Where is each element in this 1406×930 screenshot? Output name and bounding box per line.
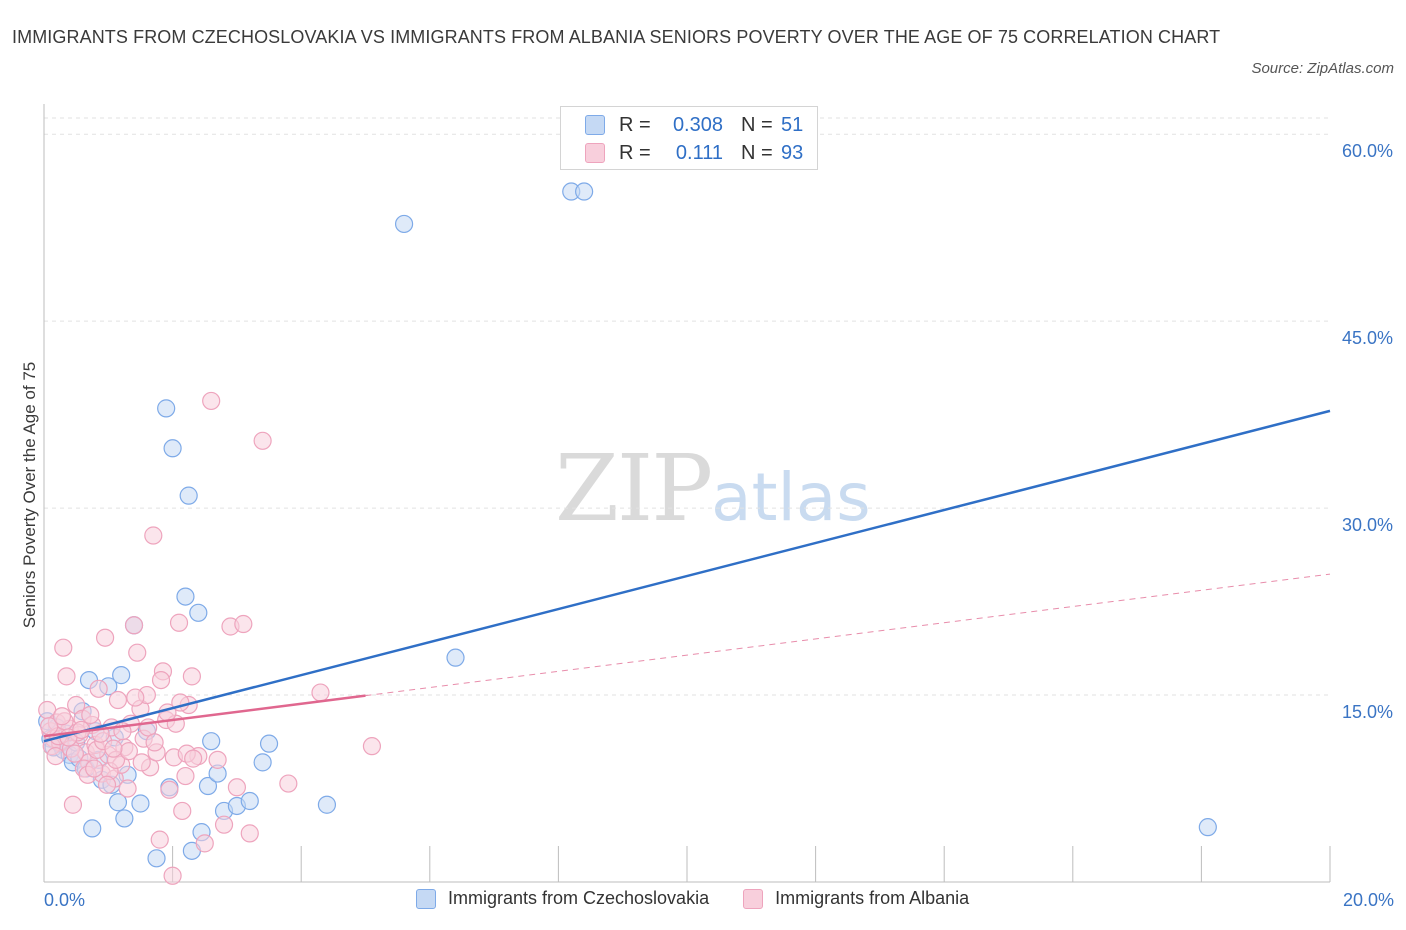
correlation-legend: R = 0.308 N = 51 R = 0.111 N = 93 bbox=[560, 106, 818, 170]
albania-point bbox=[160, 780, 179, 799]
series-legend-czechoslovakia: Immigrants from Czechoslovakia bbox=[416, 888, 709, 909]
albania-point bbox=[65, 744, 84, 763]
czechoslovakia-point bbox=[189, 603, 208, 622]
czechoslovakia-point bbox=[575, 182, 594, 201]
czechoslovakia-point bbox=[1198, 818, 1217, 837]
legend-n-value: 51 bbox=[781, 113, 804, 136]
series-swatch-pink bbox=[743, 888, 764, 909]
albania-point bbox=[126, 688, 145, 707]
czechoslovakia-point bbox=[157, 399, 176, 418]
albania-point bbox=[81, 705, 100, 725]
legend-r-value: 0.111 bbox=[675, 141, 723, 164]
legend-n-value: 93 bbox=[781, 141, 804, 164]
albania-point bbox=[54, 638, 73, 657]
czechoslovakia-point bbox=[163, 439, 182, 458]
x-tick-label-min: 0.0% bbox=[44, 890, 86, 910]
czechoslovakia-point bbox=[394, 214, 414, 234]
czechoslovakia-point bbox=[112, 666, 131, 685]
albania-point bbox=[163, 866, 182, 885]
albania-point bbox=[46, 747, 65, 766]
czechoslovakia-point bbox=[115, 809, 134, 828]
albania-point bbox=[214, 815, 234, 834]
albania-point bbox=[184, 749, 203, 768]
series-name: Immigrants from Czechoslovakia bbox=[448, 888, 710, 908]
czechoslovakia-point bbox=[446, 648, 465, 667]
albania-point bbox=[124, 616, 144, 635]
y-tick-label: 30.0% bbox=[1342, 515, 1393, 535]
albania-point bbox=[202, 391, 221, 411]
albania-point bbox=[85, 759, 104, 778]
y-tick-label: 60.0% bbox=[1342, 141, 1393, 161]
albania-point bbox=[208, 750, 227, 769]
czechoslovakia-point bbox=[198, 776, 218, 796]
albania-point bbox=[182, 667, 201, 686]
watermark-zip: ZIP bbox=[555, 435, 713, 542]
albania-point bbox=[279, 774, 298, 793]
legend-r-value: 0.308 bbox=[672, 113, 723, 136]
albania-point bbox=[145, 733, 164, 752]
czechoslovakia-point bbox=[131, 794, 150, 813]
albania-point bbox=[63, 795, 83, 814]
legend-swatch-blue bbox=[585, 115, 605, 135]
albania-point bbox=[173, 801, 192, 821]
series-name: Immigrants from Albania bbox=[775, 888, 970, 908]
albania-point bbox=[95, 628, 115, 647]
legend-r-label: R = bbox=[619, 141, 651, 164]
albania-point bbox=[253, 431, 272, 450]
albania-trendline-extension bbox=[365, 573, 1331, 697]
albania-point bbox=[144, 526, 163, 545]
czechoslovakia-point bbox=[253, 753, 272, 772]
czechoslovakia-point bbox=[259, 734, 279, 753]
albania-point bbox=[176, 766, 195, 786]
albania-point bbox=[169, 613, 189, 632]
zipatlas-watermark: ZIPatlas bbox=[555, 435, 871, 542]
albania-point bbox=[132, 753, 151, 772]
albania-point bbox=[234, 614, 253, 634]
czechoslovakia-point bbox=[202, 732, 221, 751]
albania-point bbox=[240, 824, 259, 843]
series-swatch-blue bbox=[416, 888, 436, 909]
albania-point bbox=[128, 643, 147, 662]
x-tick-label-max: 20.0% bbox=[1342, 890, 1394, 910]
legend-n-label: N = bbox=[741, 113, 773, 136]
czechoslovakia-point bbox=[83, 819, 102, 838]
legend-r-label: R = bbox=[619, 113, 651, 136]
albania-point bbox=[362, 737, 382, 756]
y-tick-label: 45.0% bbox=[1342, 328, 1393, 348]
albania-point bbox=[104, 739, 123, 758]
albania-point bbox=[89, 679, 108, 698]
czechoslovakia-point bbox=[108, 793, 128, 812]
albania-point bbox=[227, 778, 246, 797]
legend-n-label: N = bbox=[741, 141, 773, 164]
albania-point bbox=[97, 775, 117, 794]
czechoslovakia-point bbox=[147, 849, 166, 868]
watermark-atlas: atlas bbox=[711, 459, 871, 536]
series-legend-albania: Immigrants from Albania bbox=[743, 888, 969, 909]
albania-point bbox=[311, 683, 330, 702]
source-credit: Source: ZipAtlas.com bbox=[1251, 60, 1394, 77]
albania-point bbox=[108, 690, 128, 710]
legend-swatch-pink bbox=[585, 143, 605, 163]
legend-row-albania: R = 0.111 N = 93 bbox=[585, 140, 803, 166]
albania-point bbox=[57, 667, 76, 686]
legend-row-czechoslovakia: R = 0.308 N = 51 bbox=[585, 112, 803, 138]
czechoslovakia-point bbox=[176, 587, 195, 606]
chart-title: IMMIGRANTS FROM CZECHOSLOVAKIA VS IMMIGR… bbox=[12, 27, 1221, 47]
czechoslovakia-point bbox=[179, 486, 198, 505]
albania-trendline bbox=[43, 694, 366, 738]
czechoslovakia-point bbox=[240, 791, 259, 811]
czechoslovakia-point bbox=[317, 795, 337, 814]
albania-point bbox=[195, 834, 214, 853]
y-tick-label: 15.0% bbox=[1342, 702, 1393, 722]
czechoslovakia-trendline bbox=[43, 409, 1331, 743]
series-legend: Immigrants from Czechoslovakia Immigrant… bbox=[416, 888, 1003, 909]
albania-point bbox=[118, 779, 137, 798]
albania-point bbox=[151, 670, 171, 690]
albania-point bbox=[52, 707, 72, 726]
albania-point bbox=[150, 830, 169, 849]
